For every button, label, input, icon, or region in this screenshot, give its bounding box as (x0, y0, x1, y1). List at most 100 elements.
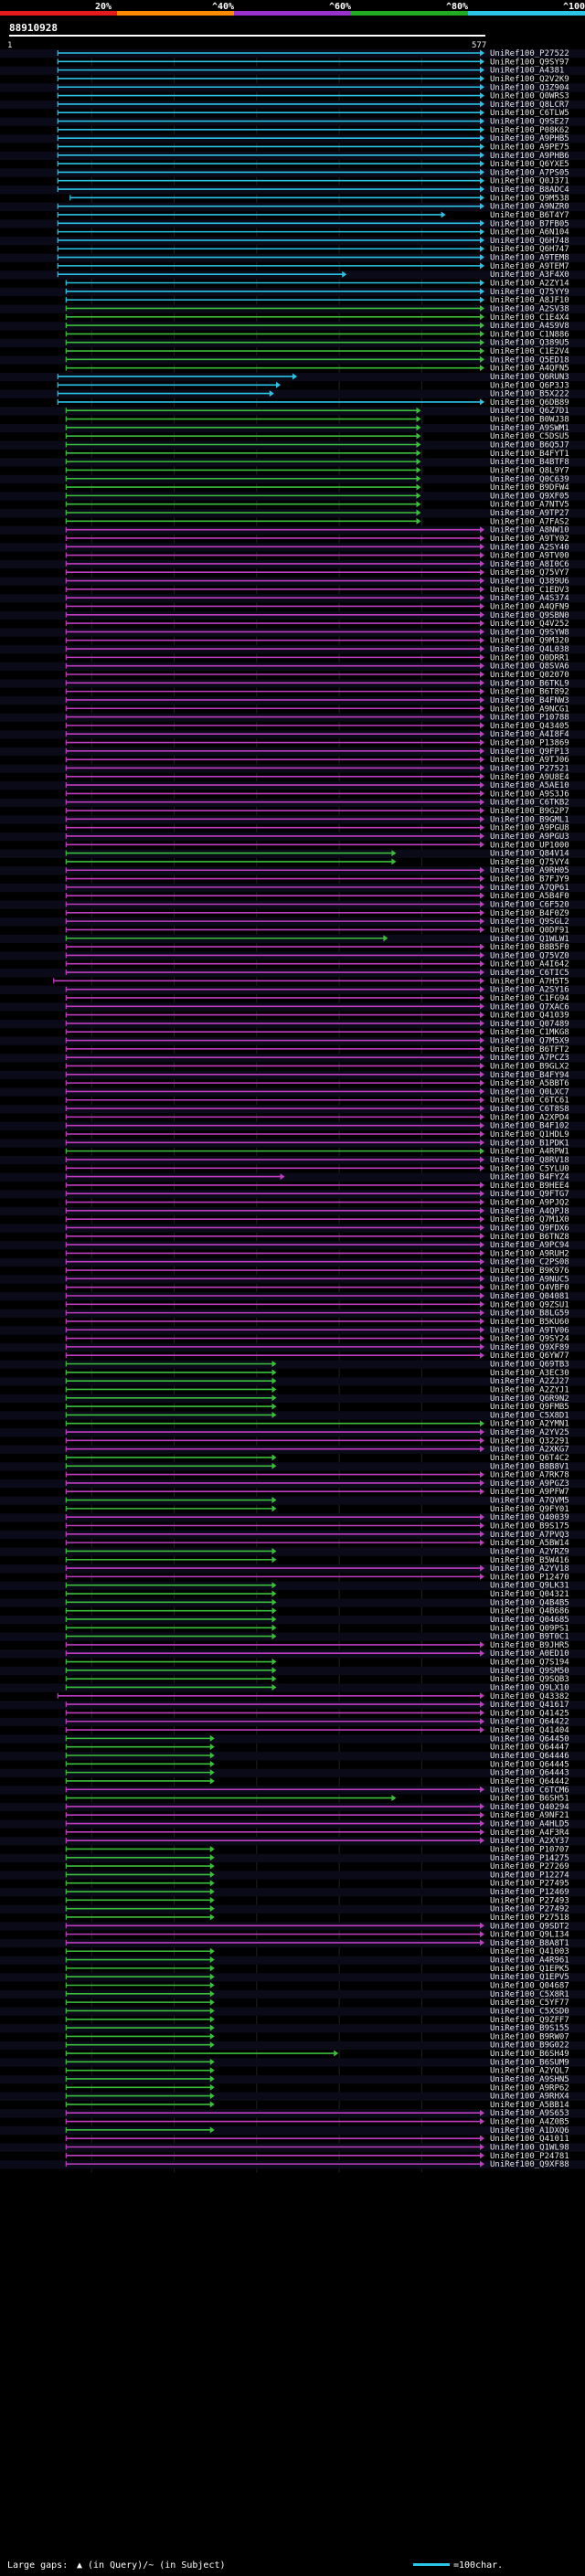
hit-row[interactable]: UniRef100_A2XKG7 (0, 1445, 585, 1455)
hit-row[interactable]: UniRef100_A9PFW7 (65, 1488, 569, 1497)
hit-row[interactable]: UniRef100_A9PHB5 (0, 134, 585, 143)
hit-row[interactable]: UniRef100_Q41425 (65, 1709, 569, 1718)
hit-row[interactable]: UniRef100_Q1EPV5 (0, 1973, 585, 1982)
hit-row[interactable]: UniRef100_A2SY40 (0, 543, 585, 552)
hit-row[interactable]: UniRef100_Q40039 (0, 1513, 585, 1522)
hit-row[interactable]: UniRef100_Q9FTG7 (0, 1190, 585, 1199)
hit-row[interactable]: UniRef100_C6TLW5 (57, 109, 569, 118)
hit-row[interactable]: UniRef100_A9TV06 (0, 1326, 585, 1335)
hit-row[interactable]: UniRef100_A9S3J6 (65, 790, 569, 799)
hit-row[interactable]: UniRef100_P14275 (0, 1853, 585, 1863)
hit-row[interactable]: UniRef100_C5YF77 (65, 1998, 569, 2008)
hit-row[interactable]: UniRef100_Q6P3J3 (57, 381, 569, 390)
hit-row[interactable]: UniRef100_Q9SE27 (0, 117, 585, 127)
hit-row[interactable]: UniRef100_B5KU60 (65, 1318, 569, 1327)
hit-row[interactable]: UniRef100_Q9SDT2 (0, 1922, 585, 1931)
hit-row[interactable]: UniRef100_A2ZJ27 (0, 1377, 585, 1386)
hit-row[interactable]: UniRef100_Q75VY7 (65, 568, 569, 578)
hit-row[interactable]: UniRef100_B9GLX2 (65, 1062, 569, 1071)
hit-row[interactable]: UniRef100_B9RW07 (65, 2032, 569, 2041)
hit-row[interactable]: UniRef100_Q1WL98 (0, 2143, 585, 2152)
hit-row[interactable]: UniRef100_B4F102 (0, 1121, 585, 1131)
hit-row[interactable]: UniRef100_A7NTV5 (65, 501, 569, 510)
hit-row[interactable]: UniRef100_A1DXQ6 (0, 2125, 585, 2136)
hit-row[interactable]: UniRef100_Q64422 (0, 1717, 585, 1727)
hit-row[interactable]: UniRef100_Q9FP13 (0, 747, 585, 757)
hit-row[interactable]: UniRef100_B4FYT1 (65, 450, 569, 459)
hit-row[interactable]: UniRef100_Q6Z7D1 (0, 407, 585, 416)
hit-row[interactable]: UniRef100_Q9LX10 (0, 1683, 585, 1692)
hit-row[interactable]: UniRef100_Q41039 (65, 1012, 569, 1021)
hit-row[interactable]: UniRef100_C1E2V4 (65, 347, 569, 356)
hit-row[interactable]: UniRef100_B6SUM9 (0, 2058, 585, 2067)
hit-row[interactable]: UniRef100_C1EDV3 (65, 586, 569, 595)
hit-row[interactable]: UniRef100_A9RH05 (0, 866, 585, 875)
hit-row[interactable]: UniRef100_Q41404 (65, 1726, 569, 1735)
hit-row[interactable]: UniRef100_B6TFT2 (65, 1045, 569, 1055)
hit-row[interactable]: UniRef100_C6TCM6 (0, 1786, 585, 1795)
hit-row[interactable]: UniRef100_C6TC61 (65, 1097, 569, 1106)
hit-row[interactable]: UniRef100_Q69TB3 (0, 1360, 585, 1370)
hit-row[interactable]: UniRef100_P27269 (65, 1862, 569, 1871)
hit-row[interactable]: UniRef100_B9GML1 (0, 815, 585, 824)
hit-row[interactable]: UniRef100_Q9M538 (69, 194, 569, 203)
hit-row[interactable]: UniRef100_Q04687 (65, 1982, 569, 1991)
hit-row[interactable]: UniRef100_Q75YY9 (0, 287, 585, 297)
hit-row[interactable]: UniRef100_Q75VY4 (65, 858, 569, 867)
hit-row[interactable]: UniRef100_Q7M1X0 (65, 1215, 569, 1224)
hit-row[interactable]: UniRef100_A4F3R4 (65, 1829, 569, 1838)
hit-row[interactable]: UniRef100_A7RK78 (65, 1471, 569, 1480)
hit-row[interactable]: UniRef100_B9K976 (65, 1267, 569, 1276)
hit-row[interactable]: UniRef100_Q389U6 (0, 577, 585, 587)
hit-row[interactable]: UniRef100_A4HLD5 (0, 1819, 585, 1829)
hit-row[interactable]: UniRef100_Q9FY01 (65, 1505, 569, 1514)
hit-row[interactable]: UniRef100_Q9SYW8 (0, 628, 585, 637)
hit-row[interactable]: UniRef100_B9G022 (0, 2041, 585, 2051)
hit-row[interactable]: UniRef100_A9TP27 (0, 509, 585, 518)
hit-row[interactable]: UniRef100_Q04081 (0, 1291, 585, 1301)
hit-row[interactable]: UniRef100_B1PDK1 (0, 1139, 585, 1148)
hit-row[interactable]: UniRef100_A9RUH2 (65, 1249, 569, 1258)
hit-row[interactable]: UniRef100_Q1WLW1 (0, 934, 585, 944)
hit-row[interactable]: UniRef100_C5XSD0 (0, 2007, 585, 2016)
hit-row[interactable]: UniRef100_A7QVM5 (0, 1496, 585, 1506)
hit-row[interactable]: UniRef100_A5BW14 (65, 1539, 569, 1548)
hit-row[interactable]: UniRef100_Q6H747 (57, 245, 569, 254)
hit-row[interactable]: UniRef100_A9NUC5 (0, 1275, 585, 1284)
hit-row[interactable]: UniRef100_B6TKL9 (0, 679, 585, 688)
hit-row[interactable]: UniRef100_Q0DRR1 (65, 653, 569, 663)
hit-row[interactable]: UniRef100_Q07489 (0, 1019, 585, 1029)
hit-row[interactable]: UniRef100_A4S374 (0, 594, 585, 603)
hit-row[interactable]: UniRef100_Q9SGL2 (0, 917, 585, 927)
hit-row[interactable]: UniRef100_P10788 (0, 713, 585, 723)
hit-row[interactable]: UniRef100_Q6DB89 (57, 398, 569, 408)
hit-row[interactable]: UniRef100_B4FYZ4 (0, 1172, 585, 1182)
hit-row[interactable]: UniRef100_Q6R9N2 (0, 1394, 585, 1404)
hit-row[interactable]: UniRef100_Q9ZFF7 (65, 2016, 569, 2025)
hit-row[interactable]: UniRef100_Q1HDL9 (65, 1130, 569, 1140)
hit-row[interactable]: UniRef100_Q4VBF0 (65, 1284, 569, 1293)
hit-row[interactable]: UniRef100_Q9ZSU1 (65, 1300, 569, 1309)
hit-row[interactable]: UniRef100_B6TNZ8 (65, 1233, 569, 1242)
hit-row[interactable]: UniRef100_P27521 (0, 764, 585, 773)
hit-row[interactable]: UniRef100_B9S175 (65, 1521, 569, 1531)
hit-row[interactable]: UniRef100_Q04321 (65, 1590, 569, 1599)
hit-row[interactable]: UniRef100_A9S653 (0, 2109, 585, 2118)
hit-row[interactable]: UniRef100_Q32291 (65, 1436, 569, 1446)
hit-row[interactable]: UniRef100_Q64443 (0, 1768, 585, 1778)
hit-row[interactable]: UniRef100_B8B8V1 (0, 1462, 585, 1471)
hit-row[interactable]: UniRef100_Q7S194 (65, 1659, 569, 1668)
hit-row[interactable]: UniRef100_A9PE75 (57, 143, 569, 152)
hit-row[interactable]: UniRef100_B9S155 (0, 2024, 585, 2033)
hit-row[interactable]: UniRef100_Q6YXE5 (57, 160, 569, 169)
hit-row[interactable]: UniRef100_Q9SBN0 (0, 610, 585, 620)
hit-row[interactable]: UniRef100_Q9M320 (65, 637, 569, 646)
hit-row[interactable]: UniRef100_Q43382 (57, 1692, 569, 1701)
hit-row[interactable]: UniRef100_Q6H748 (0, 236, 585, 246)
hit-row[interactable]: UniRef100_Q64446 (0, 1752, 585, 1761)
hit-row[interactable]: UniRef100_B4BTF8 (0, 458, 585, 467)
hit-row[interactable]: UniRef100_C6T8S8 (0, 1105, 585, 1114)
hit-row[interactable]: UniRef100_Q9SM50 (0, 1666, 585, 1676)
hit-row[interactable]: UniRef100_B4FNW3 (0, 695, 585, 705)
hit-row[interactable]: UniRef100_P24781 (65, 2152, 569, 2161)
